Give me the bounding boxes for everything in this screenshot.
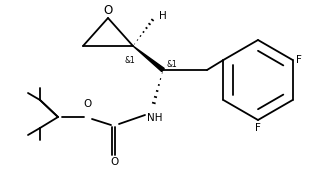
- Text: O: O: [103, 4, 113, 17]
- Text: F: F: [255, 123, 261, 133]
- Text: &1: &1: [167, 60, 178, 68]
- Text: H: H: [159, 11, 167, 21]
- Text: O: O: [84, 99, 92, 109]
- Text: &1: &1: [125, 56, 135, 65]
- Text: O: O: [111, 157, 119, 167]
- Polygon shape: [133, 46, 164, 72]
- Text: F: F: [295, 55, 302, 65]
- Text: NH: NH: [147, 113, 163, 123]
